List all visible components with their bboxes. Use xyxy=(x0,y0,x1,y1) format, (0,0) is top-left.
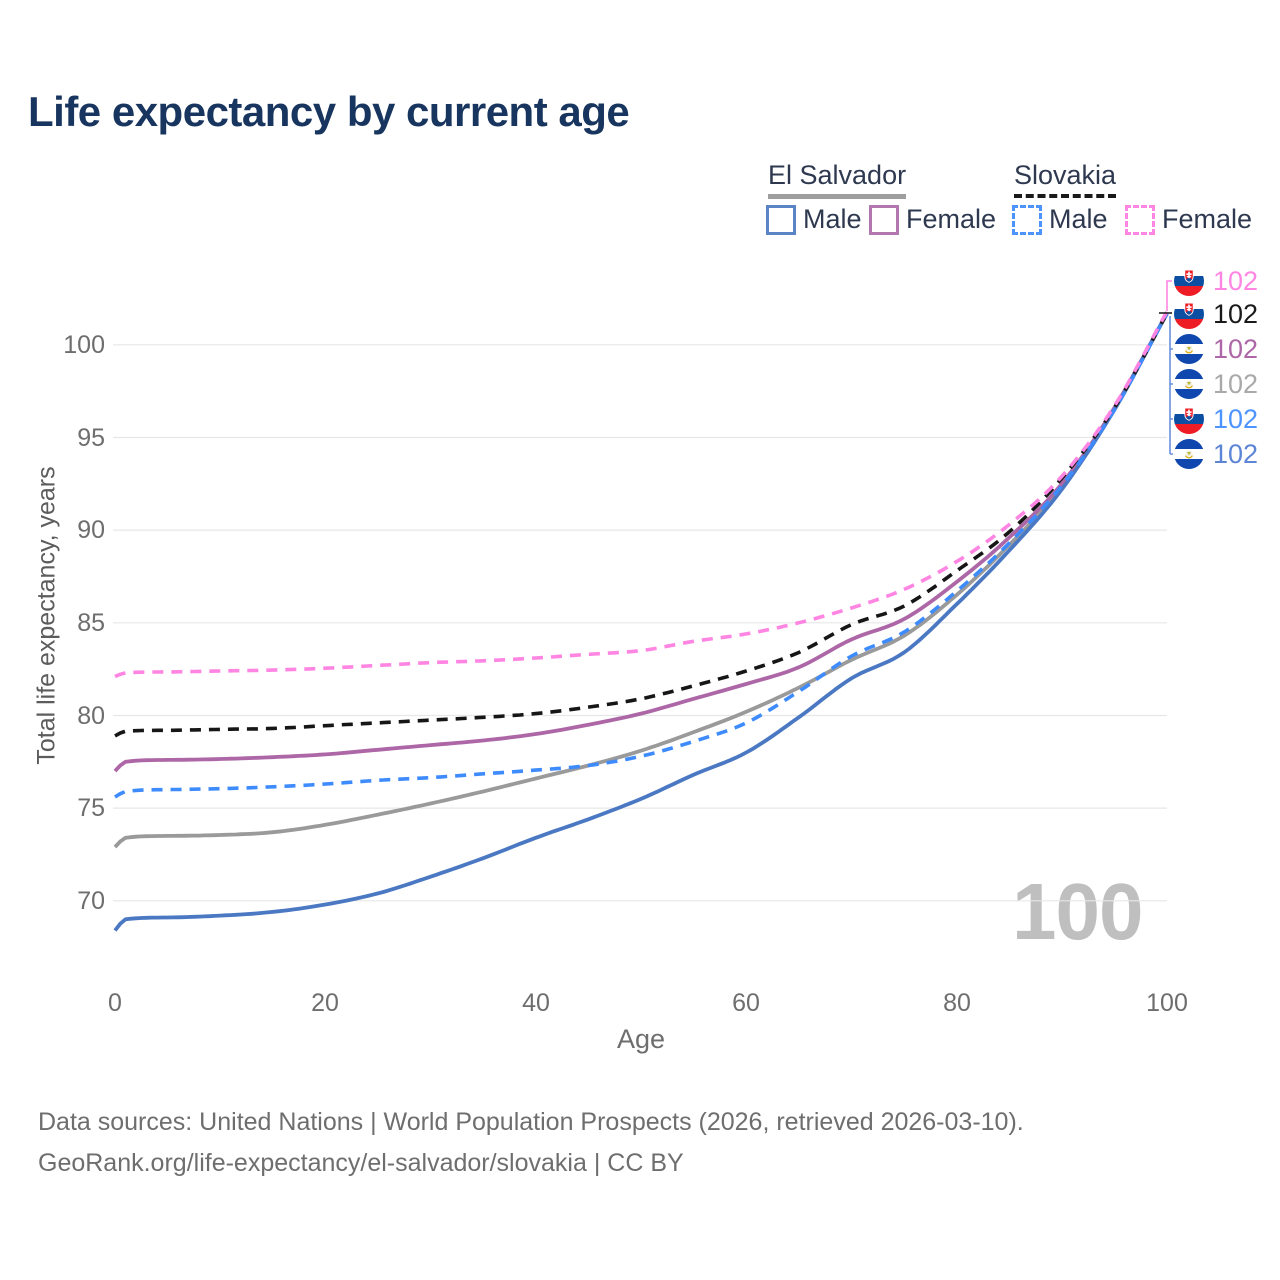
series-line-el-salvador-both-sexes[interactable] xyxy=(113,312,1169,849)
watermark-age-100: 100 xyxy=(1012,867,1143,956)
series-line-el-salvador-male[interactable] xyxy=(113,312,1169,932)
legend-country-slovakia[interactable]: Slovakia xyxy=(1014,160,1117,198)
legend-item-slovakia-female[interactable]: Female xyxy=(1125,204,1252,235)
series-end-label-slovakia-male: 102 xyxy=(1174,404,1258,434)
end-value: 102 xyxy=(1213,266,1259,296)
x-tick-label: 20 xyxy=(311,989,339,1017)
x-tick-label: 40 xyxy=(522,989,550,1017)
y-tick-label: 70 xyxy=(77,887,105,915)
attribution-line: GeoRank.org/life-expectancy/el-salvador/… xyxy=(38,1149,684,1177)
end-value: 102 xyxy=(1213,299,1259,329)
legend-item-el-salvador-male[interactable]: Male xyxy=(766,204,862,235)
end-value: 102 xyxy=(1213,369,1259,399)
legend-item-label: Female xyxy=(1162,204,1253,234)
x-tick-label: 60 xyxy=(732,989,760,1017)
series-end-label-el-salvador-male: 102 xyxy=(1174,439,1258,469)
legend-item-label: Male xyxy=(1049,204,1108,234)
x-tick-label: 100 xyxy=(1146,989,1188,1017)
series-line-slovakia-male[interactable] xyxy=(114,312,1169,799)
y-tick-label: 100 xyxy=(63,331,105,359)
y-tick-label: 75 xyxy=(77,794,105,822)
page-title: Life expectancy by current age xyxy=(28,88,630,135)
legend-item-label: Female xyxy=(906,204,997,234)
end-value: 102 xyxy=(1213,334,1259,364)
series-end-label-el-salvador-both: 102 xyxy=(1174,369,1258,399)
el-salvador-flag-icon xyxy=(1174,334,1204,364)
solid-blue-swatch-icon xyxy=(766,204,796,235)
slovakia-flag-icon xyxy=(1174,404,1204,434)
slovakia-flag-icon xyxy=(1174,266,1204,296)
series-end-label-el-salvador-female: 102 xyxy=(1174,334,1258,364)
data-sources-line: Data sources: United Nations | World Pop… xyxy=(38,1108,1024,1136)
dashed-blue-swatch-icon xyxy=(1012,204,1042,235)
legend-country-el-salvador[interactable]: El Salvador xyxy=(768,160,907,199)
series-line-slovakia-female[interactable] xyxy=(114,310,1169,679)
end-value: 102 xyxy=(1213,404,1259,434)
series-line-slovakia-both-sexes[interactable] xyxy=(114,312,1169,738)
y-tick-label: 85 xyxy=(77,609,105,637)
dashed-pink-swatch-icon xyxy=(1125,204,1155,235)
legend-item-label: Male xyxy=(803,204,862,234)
leader-line-pink xyxy=(1166,280,1172,311)
legend-item-el-salvador-female[interactable]: Female xyxy=(869,204,996,235)
legend-item-slovakia-male[interactable]: Male xyxy=(1012,204,1108,235)
series-line-el-salvador-female[interactable] xyxy=(113,312,1169,773)
el-salvador-flag-icon xyxy=(1174,439,1204,469)
x-tick-label: 0 xyxy=(108,989,122,1017)
slovakia-flag-icon xyxy=(1174,299,1204,329)
leader-line-blue xyxy=(1169,316,1173,455)
end-value: 102 xyxy=(1213,439,1259,469)
y-axis-title: Total life expectancy, years xyxy=(32,466,61,765)
x-tick-label: 80 xyxy=(943,989,971,1017)
x-axis-title: Age xyxy=(616,1024,666,1054)
y-tick-label: 80 xyxy=(77,702,105,730)
y-tick-label: 95 xyxy=(77,424,105,452)
solid-purple-swatch-icon xyxy=(869,204,899,235)
series-end-label-slovakia-female: 102 xyxy=(1174,266,1258,296)
el-salvador-flag-icon xyxy=(1174,369,1204,399)
y-tick-label: 90 xyxy=(77,516,105,544)
series-end-label-slovakia-both: 102 xyxy=(1174,299,1258,329)
